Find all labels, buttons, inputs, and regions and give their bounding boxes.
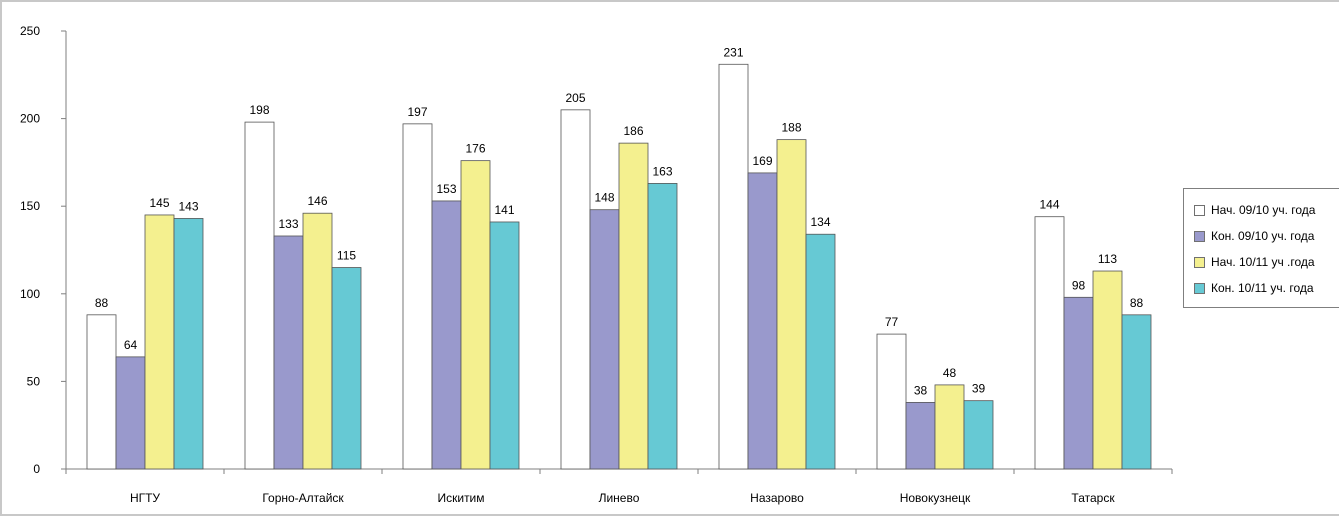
- bar: [302, 212, 333, 470]
- data-label: 198: [249, 103, 269, 117]
- bar: [618, 142, 649, 470]
- bar: [1092, 270, 1123, 470]
- data-label: 88: [1130, 296, 1144, 310]
- x-tick-label: Татарск: [1071, 491, 1115, 505]
- legend-swatch-0: [1194, 204, 1205, 216]
- y-tick-label: 250: [20, 24, 40, 38]
- y-tick-label: 150: [20, 199, 40, 213]
- data-label: 143: [178, 199, 198, 213]
- bar: [460, 160, 491, 470]
- legend-label-2: Нач. 10/11 уч .года: [1211, 255, 1315, 269]
- x-tick-label: Горно-Алтайск: [262, 491, 344, 505]
- legend-item-3: Кон. 10/11 уч. года: [1194, 275, 1339, 301]
- bar: [1034, 216, 1065, 470]
- bar: [86, 314, 117, 470]
- bar: [273, 235, 304, 470]
- legend-item-2: Нач. 10/11 уч .года: [1194, 249, 1339, 275]
- x-tick-label: Искитим: [437, 491, 484, 505]
- bar: [489, 221, 520, 470]
- legend-swatch-1: [1194, 230, 1205, 242]
- legend-label-0: Нач. 09/10 уч. года: [1211, 203, 1316, 217]
- bar: [1121, 314, 1152, 470]
- bar: [876, 333, 907, 470]
- y-tick-label: 100: [20, 287, 40, 301]
- frame-left-border: [0, 0, 2, 516]
- data-label: 98: [1072, 278, 1086, 292]
- data-label: 153: [436, 182, 456, 196]
- y-tick-label: 0: [33, 462, 40, 476]
- legend-item-1: Кон. 09/10 уч. года: [1194, 223, 1339, 249]
- bar: [244, 121, 275, 470]
- bar: [144, 214, 175, 470]
- bar: [905, 402, 936, 470]
- bar: [647, 183, 678, 470]
- data-label: 77: [885, 315, 899, 329]
- bar: [115, 356, 146, 470]
- data-label: 205: [565, 91, 585, 105]
- y-tick-label: 50: [27, 374, 41, 388]
- bar: [718, 63, 749, 470]
- bar: [1063, 296, 1094, 470]
- bar: [934, 384, 965, 470]
- data-label: 176: [465, 142, 485, 156]
- x-tick-label: НГТУ: [130, 491, 160, 505]
- data-label: 113: [1098, 252, 1117, 266]
- data-label: 64: [124, 338, 138, 352]
- data-label: 188: [781, 121, 801, 135]
- bar: [331, 267, 362, 470]
- data-label: 38: [914, 383, 928, 397]
- x-tick-label: Линево: [599, 491, 640, 505]
- bar: [805, 233, 836, 470]
- y-tick-label: 200: [20, 112, 40, 126]
- bar: [747, 172, 778, 470]
- data-label: 163: [652, 164, 672, 178]
- data-label: 186: [623, 124, 643, 138]
- bar: [589, 209, 620, 470]
- bar: [431, 200, 462, 470]
- data-label: 133: [278, 217, 298, 231]
- data-label: 48: [943, 366, 957, 380]
- frame-top-border: [0, 0, 1339, 2]
- labels-layer: НГТУ 88 64 145 143 Горно-Алтайск 198 133 146 115 И…: [95, 45, 1144, 505]
- bar: [173, 218, 204, 470]
- legend-swatch-3: [1194, 282, 1205, 294]
- legend-item-0: Нач. 09/10 уч. года: [1194, 197, 1339, 223]
- bar: [560, 109, 591, 470]
- x-tick-label: Назарово: [750, 491, 804, 505]
- data-label: 134: [810, 215, 830, 229]
- data-label: 115: [337, 249, 356, 263]
- data-label: 197: [407, 105, 427, 119]
- legend: Нач. 09/10 уч. года Кон. 09/10 уч. года …: [1183, 188, 1339, 308]
- legend-swatch-2: [1194, 256, 1205, 268]
- data-label: 144: [1039, 198, 1059, 212]
- data-label: 39: [972, 382, 986, 396]
- bar: [963, 400, 994, 470]
- data-label: 145: [149, 196, 169, 210]
- data-label: 146: [307, 194, 327, 208]
- data-label: 148: [594, 191, 614, 205]
- bar: [402, 123, 433, 470]
- x-tick-label: Новокузнецк: [900, 491, 971, 505]
- data-label: 231: [723, 45, 743, 59]
- frame-bottom-border: [0, 514, 1339, 516]
- legend-label-1: Кон. 09/10 уч. года: [1211, 229, 1315, 243]
- bars-layer: [86, 63, 1152, 470]
- data-label: 141: [494, 203, 514, 217]
- data-label: 169: [752, 154, 772, 168]
- legend-label-3: Кон. 10/11 уч. года: [1211, 281, 1314, 295]
- data-label: 88: [95, 296, 109, 310]
- bar: [776, 139, 807, 470]
